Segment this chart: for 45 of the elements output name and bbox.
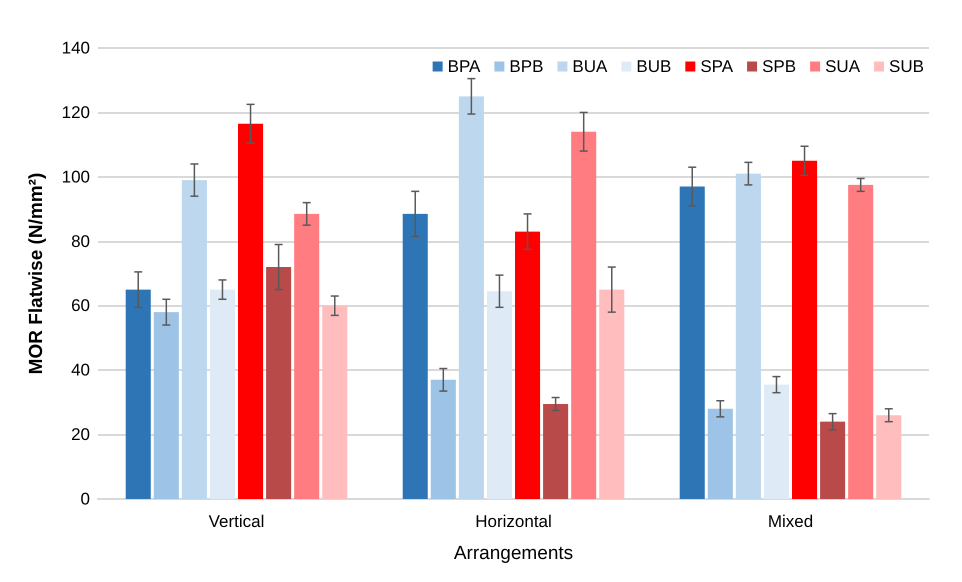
bar <box>820 422 846 499</box>
bar <box>458 96 484 499</box>
legend-label: SUB <box>889 57 924 76</box>
y-tick-label: 40 <box>71 360 90 380</box>
legend-label: SUA <box>825 57 861 76</box>
y-tick-label: 120 <box>62 102 90 122</box>
x-tick-label: Horizontal <box>475 512 552 531</box>
x-tick-label: Mixed <box>768 512 814 531</box>
bar <box>848 184 874 499</box>
legend-label: SPA <box>700 57 734 76</box>
bar <box>486 291 512 499</box>
bar <box>126 290 151 499</box>
legend-label: BPB <box>509 57 544 76</box>
bar <box>238 124 264 499</box>
bar <box>543 404 568 499</box>
bar <box>294 214 320 499</box>
y-tick-label: 20 <box>71 425 90 444</box>
bar <box>266 267 292 499</box>
bar <box>210 290 235 499</box>
legend-label: BUB <box>636 57 672 76</box>
x-axis-title: Arrangements <box>454 543 574 564</box>
y-tick-label: 140 <box>62 38 90 58</box>
y-tick-label: 100 <box>62 167 90 186</box>
y-tick-label: 0 <box>80 490 90 508</box>
bar <box>402 214 428 499</box>
legend-label: BUA <box>572 57 608 76</box>
bar <box>876 415 902 499</box>
bar <box>599 290 624 499</box>
bar <box>680 186 705 499</box>
bar <box>792 160 818 499</box>
bar <box>182 180 207 499</box>
bar <box>708 408 733 499</box>
x-tick-label: Vertical <box>208 512 264 531</box>
bar <box>515 232 540 499</box>
legend-label: BPA <box>448 57 482 76</box>
bar <box>736 174 761 499</box>
bar <box>322 306 348 499</box>
bar <box>430 380 456 499</box>
y-tick-label: 80 <box>71 232 90 251</box>
bar <box>571 132 596 499</box>
y-axis-title: MOR Flatwise (N/mm²) <box>26 172 47 374</box>
legend-label: SPB <box>762 57 796 76</box>
bar <box>764 384 789 499</box>
y-tick-label: 60 <box>71 296 90 316</box>
bar <box>154 312 179 499</box>
